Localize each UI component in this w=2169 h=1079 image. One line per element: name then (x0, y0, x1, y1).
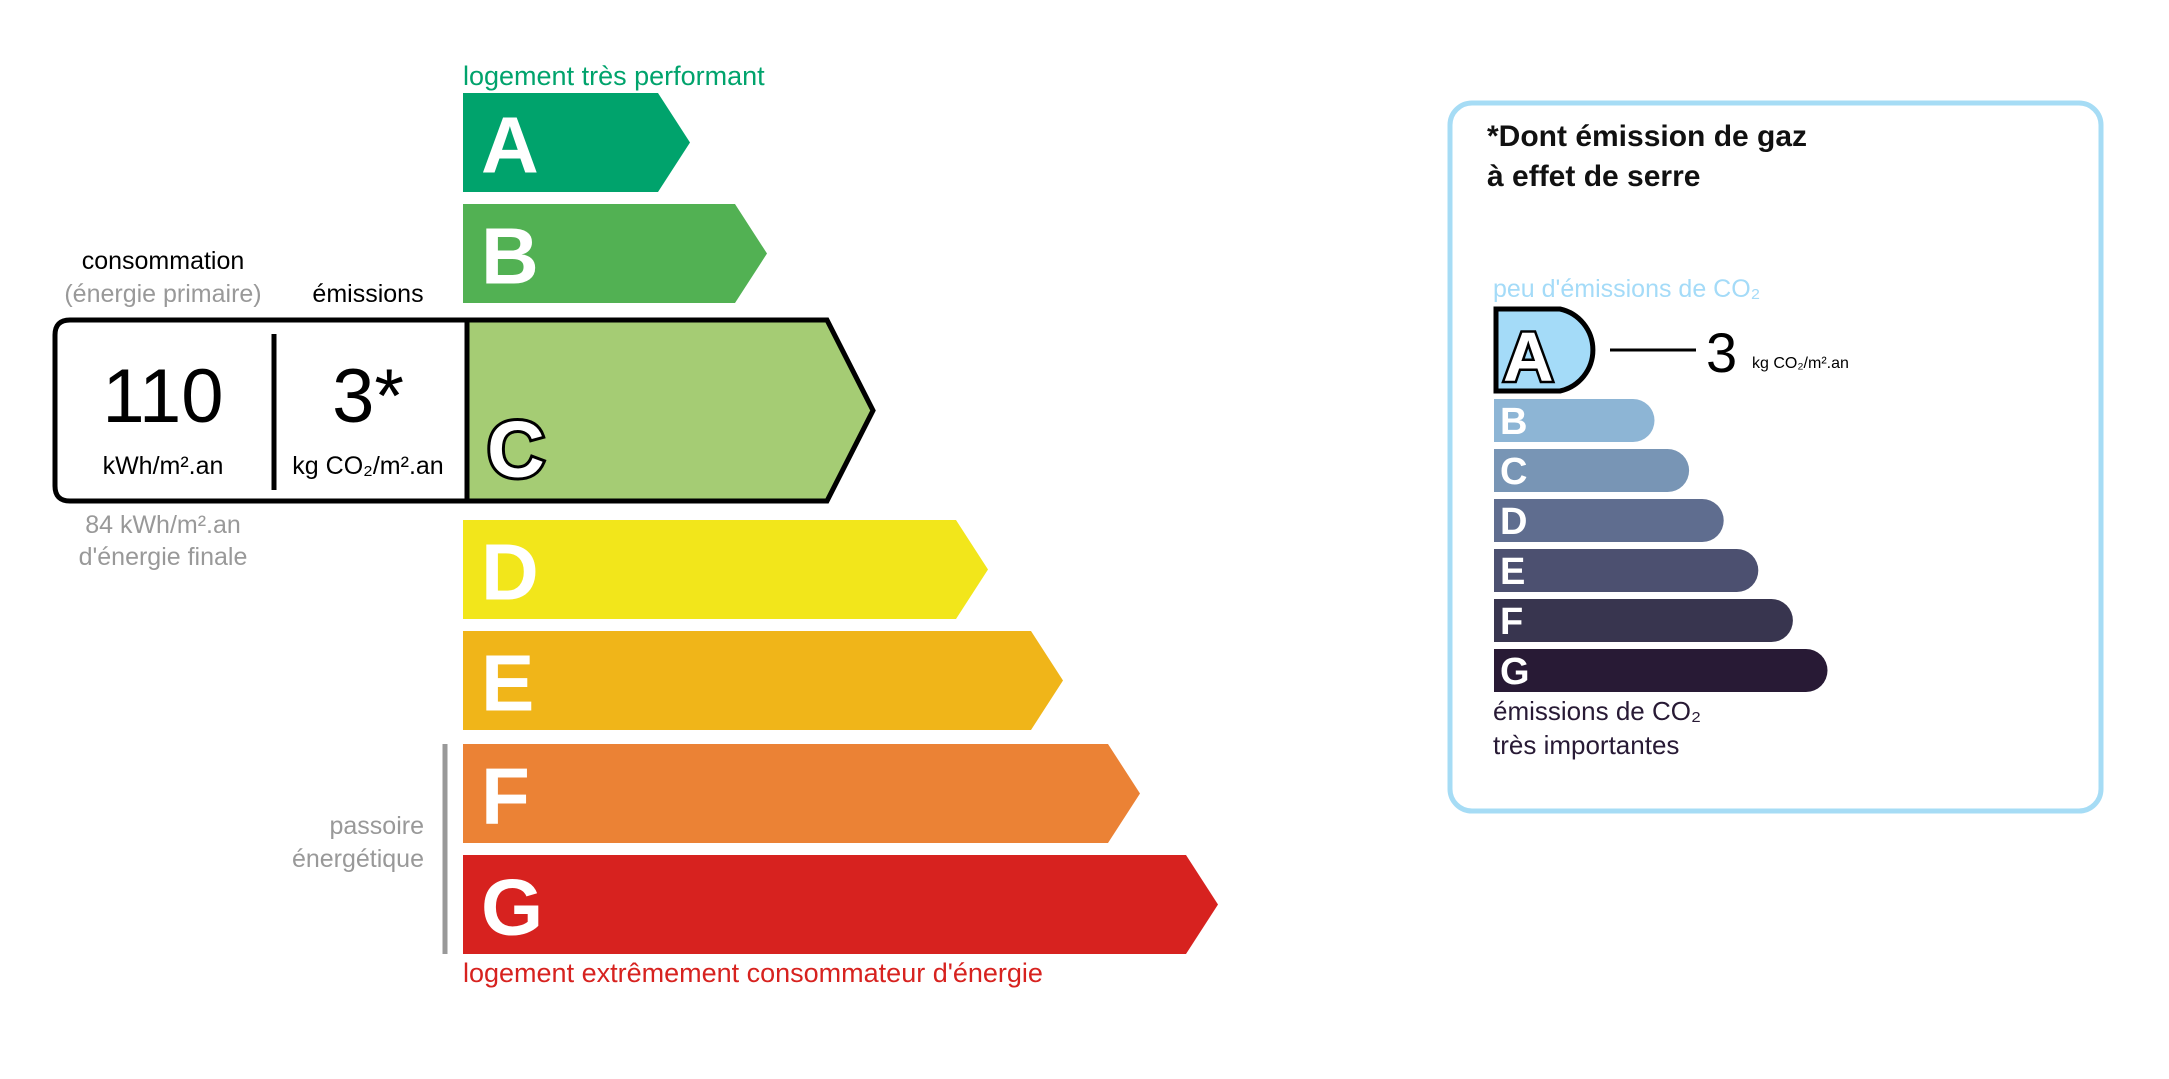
emissions-unit: kg CO₂/m².an (292, 452, 443, 480)
ghg-title-1: *Dont émission de gaz (1487, 120, 1807, 153)
ghg-class-d: D (1494, 499, 1724, 543)
ghg-bar (1494, 549, 1759, 592)
energy-class-f: F (463, 744, 1140, 843)
ghg-bottom-label-2: très importantes (1493, 730, 1679, 760)
ghg-bar (1493, 306, 1596, 394)
energy-class-c: C (464, 317, 876, 504)
ghg-title-2: à effet de serre (1487, 160, 1700, 193)
ghg-bar (1494, 499, 1724, 542)
passoire-label-2: énergétique (292, 845, 424, 873)
emissions-value: 3* (332, 354, 404, 439)
final-energy-value: 84 kWh/m².an (85, 511, 241, 539)
energy-letter: C (487, 405, 545, 494)
energy-letter: D (481, 528, 539, 617)
ghg-bar (1494, 399, 1655, 442)
ghg-class-a: A (1493, 306, 1596, 399)
consumption-value: 110 (102, 354, 223, 439)
consumption-unit: kWh/m².an (103, 452, 224, 480)
energy-arrow (463, 520, 988, 619)
ghg-letter: E (1500, 551, 1525, 593)
consumption-box (52, 317, 467, 504)
ghg-class-c: C (1494, 449, 1690, 493)
bottom-label: logement extrêmement consommateur d'éner… (463, 958, 1043, 988)
ghg-letter: B (1500, 401, 1527, 443)
ghg-letter: A (1503, 318, 1554, 396)
consumption-label: consommation (82, 247, 245, 275)
energy-arrow (464, 317, 876, 504)
ghg-bar (1494, 599, 1793, 642)
consumption-sublabel: (énergie primaire) (64, 280, 261, 308)
ghg-letter: F (1500, 601, 1523, 643)
energy-class-g: G (463, 855, 1218, 954)
energy-letter: A (481, 101, 539, 190)
energy-letter: F (481, 752, 530, 841)
energy-class-a: A (463, 93, 690, 192)
energy-class-b: B (463, 204, 767, 303)
energy-arrow (463, 855, 1218, 954)
energy-letter: G (481, 863, 543, 952)
energy-arrow (463, 631, 1063, 730)
passoire-label-1: passoire (330, 812, 425, 840)
ghg-class-e: E (1494, 549, 1759, 593)
energy-class-d: D (463, 520, 988, 619)
ghg-bar (1494, 649, 1828, 692)
ghg-class-b: B (1494, 399, 1655, 443)
energy-arrow (463, 204, 767, 303)
ghg-letter: C (1500, 451, 1527, 493)
ghg-value: 3 (1706, 321, 1737, 384)
ghg-bottom-label-1: émissions de CO₂ (1493, 696, 1701, 726)
ghg-bar (1494, 449, 1690, 492)
energy-class-e: E (463, 631, 1063, 730)
energy-letter: E (481, 639, 534, 728)
ghg-class-g: G (1494, 649, 1828, 693)
ghg-unit: kg CO₂/m².an (1752, 355, 1849, 372)
ghg-top-label: peu d'émissions de CO₂ (1493, 275, 1760, 303)
ghg-letter: D (1500, 501, 1527, 543)
final-energy-label: d'énergie finale (79, 543, 248, 571)
energy-arrow (463, 744, 1140, 843)
ghg-class-f: F (1494, 599, 1793, 643)
top-label: logement très performant (463, 61, 765, 91)
energy-arrow (463, 93, 690, 192)
ghg-letter: G (1500, 651, 1530, 693)
emissions-label: émissions (312, 280, 423, 308)
energy-letter: B (481, 212, 539, 301)
